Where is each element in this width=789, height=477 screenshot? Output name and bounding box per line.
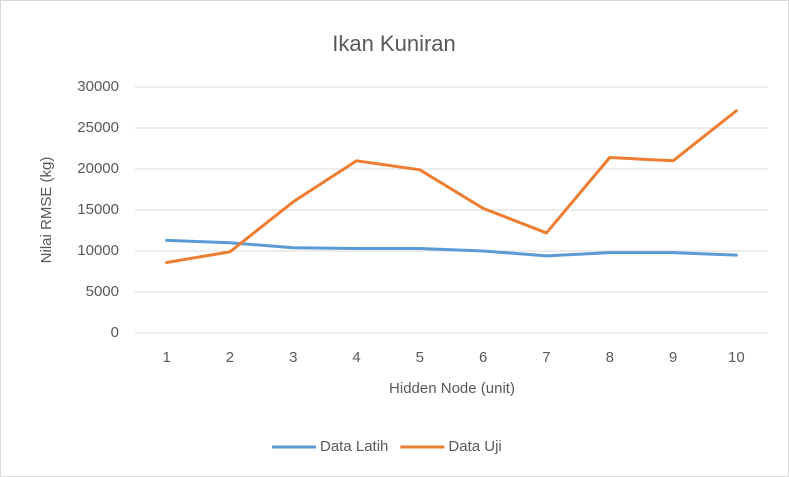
data-line xyxy=(165,238,738,258)
y-tick-label: 20000 xyxy=(77,160,119,177)
x-tick-label: 1 xyxy=(162,349,170,366)
x-tick-label: 5 xyxy=(416,349,424,366)
chart-title: Ikan Kuniran xyxy=(332,31,456,56)
x-tick-label: 4 xyxy=(352,349,360,366)
y-tick-label: 5000 xyxy=(86,283,119,300)
y-tick-label: 25000 xyxy=(77,119,119,136)
y-axis-label: Nilai RMSE (kg) xyxy=(38,157,55,264)
x-axis-label: Hidden Node (unit) xyxy=(389,380,515,397)
x-tick-label: 6 xyxy=(479,349,487,366)
x-tick-label: 9 xyxy=(669,349,677,366)
y-tick-label: 15000 xyxy=(77,201,119,218)
y-tick-label: 30000 xyxy=(77,78,119,95)
legend-label: Data Latih xyxy=(320,438,388,455)
x-tick-label: 10 xyxy=(728,349,745,366)
x-tick-label: 7 xyxy=(542,349,550,366)
data-line xyxy=(165,109,738,264)
x-tick-label: 2 xyxy=(226,349,234,366)
x-tick-label: 3 xyxy=(289,349,297,366)
legend-label: Data Uji xyxy=(448,438,501,455)
x-tick-label: 8 xyxy=(606,349,614,366)
y-tick-label: 0 xyxy=(111,324,119,341)
y-tick-label: 10000 xyxy=(77,242,119,259)
